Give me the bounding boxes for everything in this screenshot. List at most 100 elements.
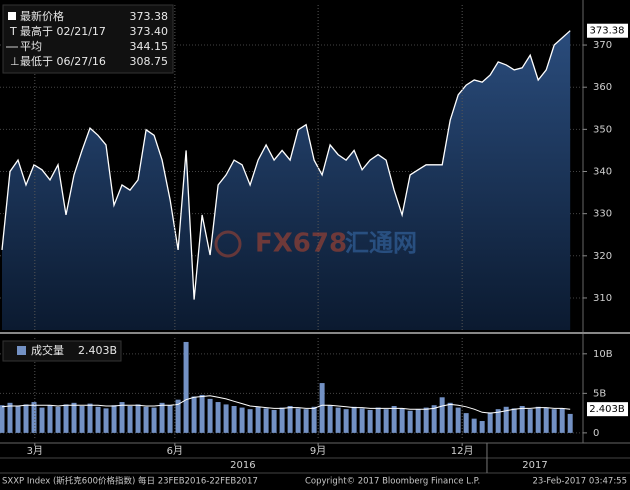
volume-bar xyxy=(311,406,317,433)
volume-bar xyxy=(447,402,453,433)
volume-bar xyxy=(439,397,445,433)
volume-tag xyxy=(587,402,628,417)
volume-bar xyxy=(399,408,405,433)
volume-bar xyxy=(295,408,301,433)
volume-legend-label: 成交量 xyxy=(31,343,64,357)
volume-bar xyxy=(335,407,341,433)
volume-bar xyxy=(319,383,325,433)
volume-bar xyxy=(351,406,357,433)
volume-bar xyxy=(199,394,205,433)
volume-bar xyxy=(343,409,349,433)
watermark-cn: 汇通网 xyxy=(345,229,417,257)
volume-bar xyxy=(231,406,237,433)
volume-bar xyxy=(23,404,29,433)
volume-bar xyxy=(535,406,541,433)
volume-legend-box xyxy=(2,340,122,362)
legend-value: 373.38 xyxy=(130,10,169,23)
volume-bar xyxy=(223,404,229,433)
year-label: 2017 xyxy=(522,460,547,471)
legend-icon xyxy=(8,12,16,20)
volume-bar xyxy=(327,405,333,433)
volume-bar xyxy=(7,402,13,433)
legend-label: 最高于 02/21/17 xyxy=(20,24,106,38)
volume-bar xyxy=(527,409,533,433)
legend-box xyxy=(2,4,174,74)
volume-bar xyxy=(495,409,501,433)
legend-icon: ⊥ xyxy=(10,55,20,68)
volume-bar xyxy=(503,406,509,433)
volume-bar xyxy=(423,407,429,433)
volume-bar xyxy=(79,406,85,433)
volume-bar xyxy=(0,405,5,433)
legend-value: 344.15 xyxy=(130,40,169,53)
price-panel xyxy=(0,5,583,330)
volume-bar xyxy=(63,404,69,433)
volume-bar xyxy=(247,409,253,433)
volume-bar xyxy=(39,407,45,433)
volume-bar xyxy=(479,421,485,433)
y-tick-label: 330 xyxy=(593,209,612,220)
volume-bar xyxy=(455,407,461,433)
volume-bar xyxy=(31,402,37,433)
volume-bar xyxy=(175,399,181,433)
volume-bar xyxy=(263,408,269,433)
volume-bar xyxy=(15,406,21,433)
volume-bar xyxy=(183,341,189,433)
volume-bar xyxy=(135,404,141,433)
volume-bar xyxy=(407,410,413,433)
legend-value: 308.75 xyxy=(130,55,169,68)
volume-bar xyxy=(191,396,197,433)
y-tick-label: 320 xyxy=(593,251,612,262)
volume-bar xyxy=(127,406,133,433)
area-fill xyxy=(2,30,571,330)
volume-bar xyxy=(287,406,293,433)
volume-bar xyxy=(119,402,125,433)
volume-bar xyxy=(303,409,309,433)
volume-bar xyxy=(95,406,101,433)
legend-label: 最新价格 xyxy=(20,9,64,23)
volume-bar xyxy=(159,402,165,433)
volume-bar xyxy=(87,403,93,433)
legend-icon xyxy=(17,346,26,355)
y-tick-label: 360 xyxy=(593,82,612,93)
volume-bar xyxy=(55,406,61,433)
volume-bar xyxy=(487,412,493,433)
volume-bar xyxy=(415,409,421,433)
volume-bar xyxy=(543,407,549,433)
volume-bar xyxy=(103,408,109,433)
volume-bar xyxy=(215,402,221,433)
volume-bar xyxy=(271,409,277,433)
legend-value: 373.40 xyxy=(130,25,169,38)
x-tick-label: 3月 xyxy=(27,445,43,457)
x-tick-label: 9月 xyxy=(310,445,326,457)
y-tick-label: 5B xyxy=(593,388,606,399)
watermark-logo xyxy=(214,230,242,258)
y-tick-label: 370 xyxy=(593,40,612,51)
legend-label: 最低于 06/27/16 xyxy=(20,55,106,68)
volume-panel xyxy=(0,338,583,440)
y-tick-label: 340 xyxy=(593,167,612,178)
volume-bar xyxy=(255,406,261,433)
footer-right: 23-Feb-2017 03:47:55 xyxy=(532,477,627,487)
last-price-tag xyxy=(587,23,628,38)
volume-bar xyxy=(367,409,373,433)
volume-bar xyxy=(151,407,157,433)
legend-label: 平均 xyxy=(20,40,42,53)
volume-bar xyxy=(111,405,117,433)
volume-bar xyxy=(463,413,469,433)
volume-bar xyxy=(551,409,557,433)
volume-bar xyxy=(431,405,437,433)
y-tick-label: 10B xyxy=(593,349,613,360)
moving-average-line xyxy=(1,395,571,414)
last-price-label: 373.38 xyxy=(590,26,625,37)
footer-center: Copyright© 2017 Bloomberg Finance L.P. xyxy=(305,477,480,487)
volume-bar xyxy=(471,418,477,433)
price-line xyxy=(1,30,571,300)
volume-bar xyxy=(567,413,573,433)
year-label: 2016 xyxy=(230,460,255,471)
volume-bar xyxy=(279,407,285,433)
x-tick-label: 6月 xyxy=(167,445,183,457)
volume-tag-label: 2.403B xyxy=(589,404,625,415)
y-tick-label: 310 xyxy=(593,293,612,304)
y-tick-label: 350 xyxy=(593,124,612,135)
